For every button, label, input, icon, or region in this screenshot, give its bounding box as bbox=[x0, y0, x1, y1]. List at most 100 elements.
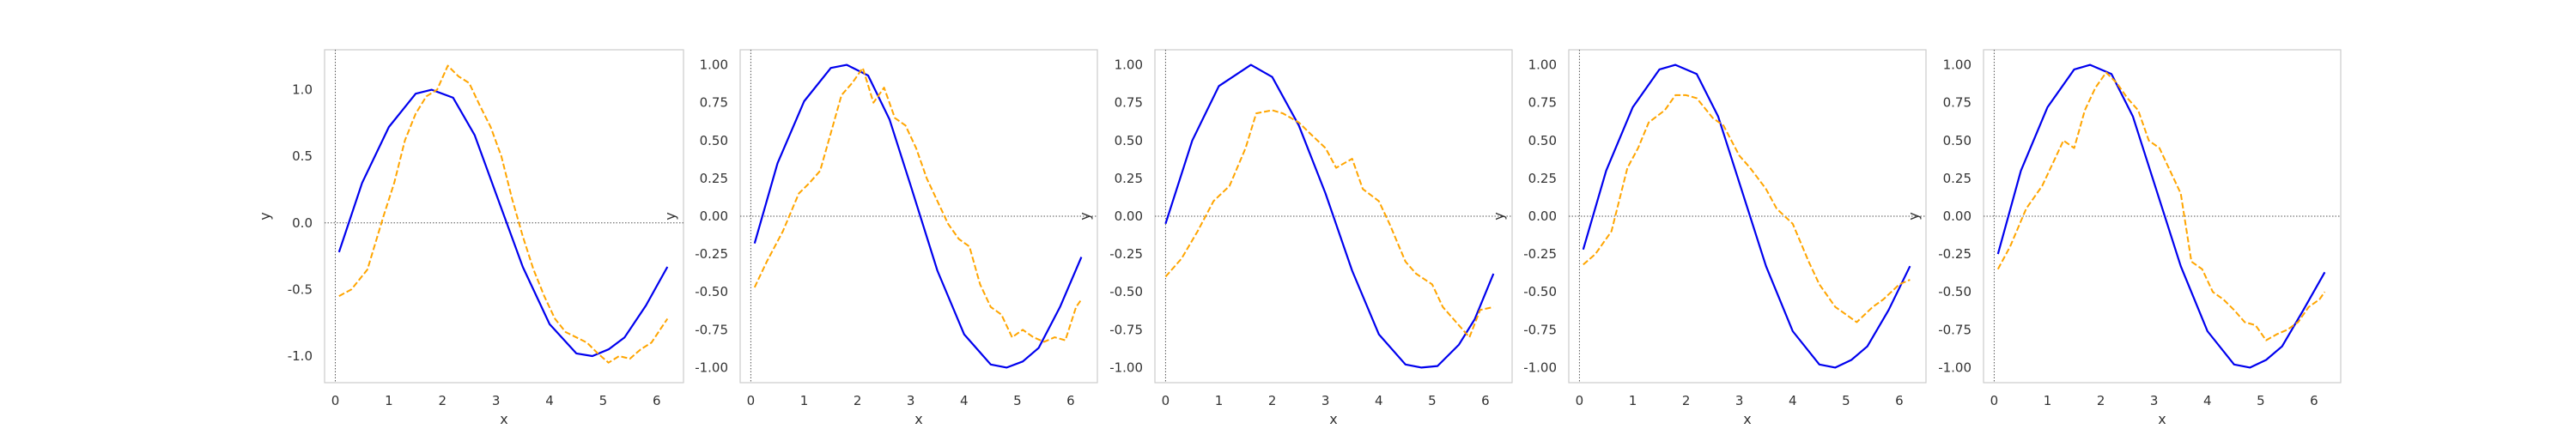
x-tick-label: 2 bbox=[438, 393, 447, 408]
x-tick-label: 2 bbox=[1682, 393, 1691, 408]
x-tick-label: 4 bbox=[1789, 393, 1797, 408]
chart-panel-3: 0 1 2 3 4 5 6 -1.00 -0.75 -0.50 -0.25 0.00 0.25 0.50 0… bbox=[1077, 49, 1513, 427]
x-tick-label: 1 bbox=[800, 393, 809, 408]
y-tick-label: -1.00 bbox=[1523, 360, 1557, 375]
x-tick-label: 5 bbox=[599, 393, 608, 408]
series-line-solid bbox=[337, 88, 669, 358]
y-tick-label: 0.50 bbox=[1528, 133, 1557, 148]
y-tick-label: 0.75 bbox=[1528, 95, 1557, 111]
x-tick-label: 4 bbox=[1375, 393, 1383, 408]
y-tick-label: 0.25 bbox=[700, 171, 728, 186]
y-tick-label: 1.0 bbox=[292, 82, 313, 98]
y-tick-label: 1.00 bbox=[1528, 57, 1557, 73]
y-tick-label: 1.00 bbox=[1115, 57, 1143, 73]
y-tick-label: -0.75 bbox=[1523, 322, 1557, 337]
y-tick-label: -1.00 bbox=[1938, 360, 1971, 375]
x-tick-label: 3 bbox=[492, 393, 501, 408]
y-tick-label: -0.50 bbox=[695, 284, 728, 299]
y-tick-label: 1.00 bbox=[700, 57, 728, 73]
y-tick-label: 1.00 bbox=[1943, 57, 1971, 73]
x-tick-label: 5 bbox=[1013, 393, 1022, 408]
y-tick-label: -0.50 bbox=[1109, 284, 1143, 299]
x-tick-label: 0 bbox=[1162, 393, 1170, 408]
y-tick-label: 0.75 bbox=[700, 95, 728, 111]
x-tick-label: 0 bbox=[331, 393, 340, 408]
y-tick-label: -0.75 bbox=[1938, 322, 1971, 337]
y-tick-label: 0.5 bbox=[292, 148, 313, 164]
y-tick-label: 0.00 bbox=[1943, 208, 1971, 224]
x-tick-label: 0 bbox=[1576, 393, 1584, 408]
y-tick-label: -0.5 bbox=[288, 281, 313, 297]
y-axis-label: y bbox=[1905, 212, 1922, 220]
series-line-dashed bbox=[753, 67, 1083, 343]
y-tick-label: -0.25 bbox=[1109, 246, 1143, 262]
chart-panel-2: 0 1 2 3 4 5 6 -1.00 -0.75 -0.50 -0.25 0.00 0.25 0.50 0… bbox=[662, 49, 1098, 427]
y-tick-label: -1.00 bbox=[1109, 360, 1143, 375]
y-tick-label: 0.75 bbox=[1943, 95, 1971, 111]
y-tick-label: 0.50 bbox=[1943, 133, 1971, 148]
x-tick-label: 0 bbox=[747, 393, 756, 408]
series-line-solid bbox=[1996, 63, 2326, 369]
x-tick-label: 3 bbox=[2150, 393, 2159, 408]
y-tick-label: -0.50 bbox=[1523, 284, 1557, 299]
x-tick-label: 2 bbox=[854, 393, 862, 408]
x-tick-label: 2 bbox=[1268, 393, 1277, 408]
x-tick-label: 6 bbox=[1895, 393, 1904, 408]
chart-panel-1: 0 1 2 3 4 5 6 -1.0 -0.5 0.0 0.5 1.0 x y bbox=[257, 49, 684, 427]
chart-panel-4: 0 1 2 3 4 5 6 -1.00 -0.75 -0.50 -0.25 0.00 0.25 0.50 0… bbox=[1491, 49, 1927, 427]
x-tick-label: 1 bbox=[385, 393, 393, 408]
y-tick-label: -1.00 bbox=[695, 360, 728, 375]
x-tick-label: 0 bbox=[1990, 393, 1999, 408]
x-tick-label: 1 bbox=[1629, 393, 1637, 408]
x-tick-label: 3 bbox=[1321, 393, 1330, 408]
series-line-dashed bbox=[1164, 109, 1494, 339]
x-tick-label: 3 bbox=[1735, 393, 1744, 408]
x-tick-label: 6 bbox=[1066, 393, 1075, 408]
x-tick-label: 3 bbox=[907, 393, 915, 408]
series-line-dashed bbox=[338, 64, 669, 364]
y-tick-label: -0.50 bbox=[1938, 284, 1971, 299]
x-axis-label: x bbox=[1743, 411, 1751, 427]
y-tick-label: -1.0 bbox=[288, 348, 313, 364]
x-tick-label: 6 bbox=[2310, 393, 2318, 408]
y-tick-label: 0.75 bbox=[1115, 95, 1143, 111]
y-tick-label: -0.25 bbox=[1938, 246, 1971, 262]
series-line-solid bbox=[753, 63, 1083, 369]
y-tick-label: 0.50 bbox=[1115, 133, 1143, 148]
y-tick-label: -0.75 bbox=[695, 322, 728, 337]
y-tick-label: -0.25 bbox=[1523, 246, 1557, 262]
y-axis-label: y bbox=[662, 212, 678, 220]
y-tick-label: 0.00 bbox=[1528, 208, 1557, 224]
y-axis-label: y bbox=[1077, 212, 1093, 220]
series-line-dashed bbox=[1583, 94, 1911, 323]
y-tick-label: 0.25 bbox=[1115, 171, 1143, 186]
x-tick-label: 4 bbox=[545, 393, 554, 408]
x-tick-label: 6 bbox=[1481, 393, 1490, 408]
y-tick-label: 0.0 bbox=[292, 215, 313, 231]
x-tick-label: 2 bbox=[2097, 393, 2105, 408]
x-tick-label: 4 bbox=[960, 393, 969, 408]
y-axis-label: y bbox=[1491, 212, 1507, 220]
x-tick-label: 5 bbox=[1428, 393, 1437, 408]
x-axis-label: x bbox=[2158, 411, 2166, 427]
x-axis-label: x bbox=[500, 411, 507, 427]
y-axis-label: y bbox=[257, 212, 273, 220]
series-line-solid bbox=[1582, 63, 1911, 369]
x-tick-label: 5 bbox=[2257, 393, 2265, 408]
y-tick-label: 0.25 bbox=[1943, 171, 1971, 186]
x-axis-label: x bbox=[1329, 411, 1337, 427]
x-tick-label: 6 bbox=[653, 393, 661, 408]
series-line-dashed bbox=[1996, 71, 2326, 341]
series-line-solid bbox=[1164, 63, 1495, 369]
x-tick-label: 1 bbox=[2044, 393, 2052, 408]
y-tick-label: 0.00 bbox=[1115, 208, 1143, 224]
y-tick-label: 0.50 bbox=[700, 133, 728, 148]
x-tick-label: 1 bbox=[1215, 393, 1224, 408]
y-tick-label: 0.00 bbox=[700, 208, 728, 224]
x-tick-label: 5 bbox=[1842, 393, 1850, 408]
y-tick-label: -0.75 bbox=[1109, 322, 1143, 337]
y-tick-label: -0.25 bbox=[695, 246, 728, 262]
y-tick-label: 0.25 bbox=[1528, 171, 1557, 186]
x-axis-label: x bbox=[914, 411, 922, 427]
